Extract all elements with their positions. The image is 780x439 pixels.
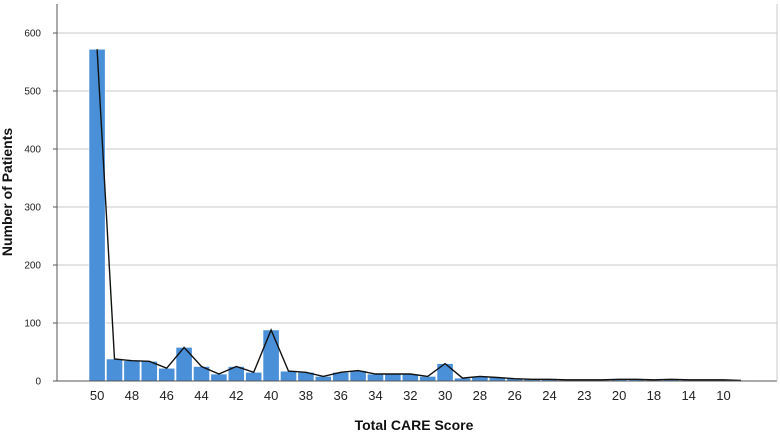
- y-tick-label: 0: [35, 377, 41, 388]
- bar: [88, 48, 106, 382]
- bar: [384, 373, 402, 382]
- x-tick-label: 28: [473, 388, 487, 403]
- x-tick-label: 50: [90, 388, 104, 403]
- x-tick-label: 30: [438, 388, 452, 403]
- bar: [367, 373, 384, 382]
- bar: [158, 367, 176, 382]
- bar: [106, 358, 123, 382]
- trend-line: [96, 49, 741, 382]
- x-tick-label: 18: [647, 388, 661, 403]
- x-tick-labels: 50 48 46 44 42 40 38 36 34 32 30 28 26 24 23 20 18 14 10: [90, 388, 731, 403]
- trend-line-group: [96, 49, 741, 382]
- bar: [175, 347, 193, 382]
- x-tick-label: 32: [403, 388, 417, 403]
- x-tick-label: 24: [542, 388, 556, 403]
- y-tick-label: 500: [24, 87, 41, 98]
- bar: [436, 363, 454, 382]
- x-tick-label: 34: [368, 388, 382, 403]
- x-tick-label: 40: [264, 388, 278, 403]
- x-tick-label: 10: [716, 388, 730, 403]
- y-tick-label: 200: [24, 261, 41, 272]
- x-tick-label: 46: [159, 388, 173, 403]
- x-tick-label: 26: [507, 388, 521, 403]
- x-tick-label: 36: [333, 388, 347, 403]
- y-tick-label: 100: [24, 319, 41, 330]
- y-tick-label: 400: [24, 145, 41, 156]
- x-axis-title: Total CARE Score: [355, 417, 474, 433]
- axes: [53, 4, 778, 382]
- bar: [210, 373, 228, 382]
- x-tick-label: 23: [577, 388, 591, 403]
- y-tick-labels: 0 100 200 300 400 500 600: [24, 29, 41, 388]
- bar: [123, 360, 141, 382]
- x-tick-label: 44: [194, 388, 208, 403]
- y-axis-title: Number of Patients: [0, 128, 15, 257]
- x-tick-label: 42: [229, 388, 243, 403]
- x-tick-label: 14: [681, 388, 695, 403]
- x-tick-label: 38: [299, 388, 313, 403]
- y-tick-label: 600: [24, 29, 41, 40]
- x-tick-label: 48: [125, 388, 139, 403]
- bars: [88, 48, 750, 382]
- bar: [262, 329, 280, 382]
- x-tick-label: 20: [612, 388, 626, 403]
- bar: [280, 370, 297, 382]
- bar: [245, 371, 263, 382]
- grid-lines: [57, 32, 777, 324]
- y-tick-label: 300: [24, 203, 41, 214]
